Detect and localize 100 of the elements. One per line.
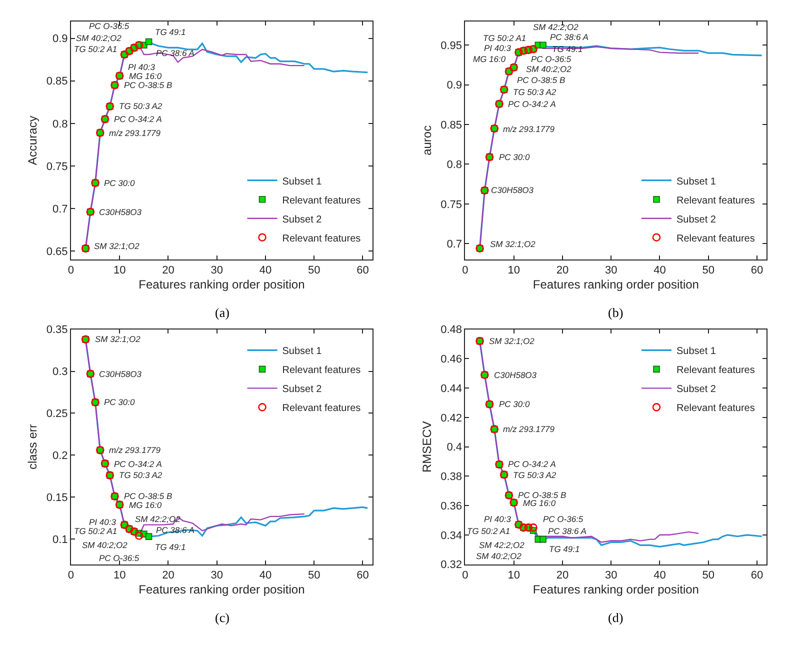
annotation: PC O-36:5 [89,21,130,31]
x-tick-label: 10 [113,569,126,582]
x-tick-label: 60 [750,569,764,582]
y-axis-title: Accuracy [26,116,40,166]
annotation: PI 40:3 [484,514,512,524]
annotation: C30H58O3 [99,207,142,217]
annotation: TG 49:1 [155,542,186,552]
annotation: MG 16:0 [129,500,162,510]
y-tick-label: 0.36 [440,500,462,512]
annotation: SM 40:2;O2 [526,64,572,74]
annotation: SM 32:1;O2 [489,336,535,346]
annotation: PC O-36:5 [99,553,140,563]
legend-label: Subset 1 [676,176,716,188]
annotation: SM 42:2;O2 [479,540,525,550]
x-tick-label: 50 [308,264,320,277]
x-tick-label: 30 [604,264,618,277]
y-axis-title: class err [26,424,40,470]
x-tick-label: 0 [462,264,468,277]
legend-label: Relevant features [282,403,361,414]
annotation: SM 40:2;O2 [476,551,522,561]
annotation: PC O-34:2 A [114,459,162,469]
x-tick-label: 50 [702,264,714,277]
x-tick-label: 0 [68,569,74,582]
annotation: PC O-36:5 [543,514,584,524]
annotation: TG 49:1 [155,27,186,37]
annotation: SM 42:2;O2 [533,22,579,32]
x-tick-label: 30 [210,569,223,582]
y-tick-label: 0.42 [440,412,462,424]
legend-label: Relevant features [676,233,755,244]
y-tick-label: 0.32 [440,559,462,572]
annotation: PC O-34:2 A [114,114,162,124]
legend-label: Subset 1 [676,346,716,358]
y-tick-label: 0.85 [46,76,68,88]
x-tick-label: 30 [210,264,223,277]
x-tick-label: 10 [508,264,520,277]
annotation: m/z 293.1779 [503,424,555,434]
text: (c) [215,610,230,625]
annotation: MG 16:0 [523,498,556,508]
text: (b) [608,305,624,320]
x-tick-label: 20 [162,264,174,277]
annotation: PI 40:3 [89,517,116,527]
y-tick-label: 0.95 [440,40,462,52]
legend-label: Relevant features [282,365,361,376]
annotation: C30H58O3 [99,369,142,379]
annotation: C30H58O3 [491,185,534,195]
y-tick-label: 0.2 [52,450,68,462]
legend-label: Relevant features [676,195,755,206]
y-tick-label: 0.65 [46,246,68,258]
annotation: PI 40:3 [128,62,156,72]
annotation: PC O-38:5 B [517,75,566,85]
annotation: PC 38:6 A [550,32,589,42]
annotation: PI 40:3 [484,43,512,53]
y-tick-label: 0.7 [52,203,68,216]
annotation: C30H58O3 [494,370,537,380]
x-axis-title: Features ranking order position [138,278,305,292]
annotation: PC O-34:2 A [508,99,556,109]
x-tick-label: 50 [308,569,320,582]
y-tick-label: 0.15 [46,492,68,504]
y-tick-label: 0.75 [440,198,462,211]
x-axis-title: Features ranking order position [138,582,305,596]
x-tick-label: 20 [162,569,174,582]
y-tick-label: 0.38 [440,471,462,484]
x-tick-label: 50 [702,569,714,582]
annotation: TG 50:3 A2 [513,470,556,480]
legend-label: Subset 2 [676,384,716,396]
x-tick-label: 10 [508,569,520,582]
x-tick-label: 40 [259,264,272,277]
annotation: TG 50:3 A2 [119,470,162,480]
y-tick-label: 0.3 [52,366,68,378]
x-tick-label: 60 [356,569,369,582]
legend-label: Subset 1 [282,346,322,358]
y-tick-label: 0.4 [446,442,462,454]
y-tick-label: 0.7 [446,238,462,250]
annotation: m/z 293.1779 [109,445,161,455]
y-tick-label: 0.25 [46,408,68,420]
y-tick-label: 0.1 [52,534,68,546]
annotation: PC 30:0 [499,399,530,409]
annotation: PC 30:0 [104,397,135,407]
x-tick-label: 40 [259,569,272,582]
y-tick-label: 0.35 [46,324,68,336]
annotation: PC 30:0 [499,152,530,162]
y-tick-label: 0.8 [446,159,462,172]
text: (d) [608,610,624,625]
x-axis-title: Features ranking order position [532,582,699,596]
x-tick-label: 60 [356,264,369,277]
annotation: SM 32:1;O2 [95,334,141,344]
y-axis-title: RMSECV [420,421,434,472]
x-tick-label: 0 [462,569,468,582]
annotation: SM 40:2;O2 [82,540,128,550]
annotation: MG 16:0 [473,54,506,64]
legend-label: Subset 2 [282,214,322,226]
y-tick-label: 0.46 [440,354,462,366]
annotation: PC 38:6 A [548,526,587,536]
y-tick-label: 0.85 [440,119,462,132]
legend-label: Relevant features [676,365,755,376]
y-tick-label: 0.48 [440,324,462,336]
y-tick-label: 0.9 [446,80,462,92]
annotation: TG 50:2 A1 [483,33,526,43]
x-tick-label: 10 [113,264,126,277]
x-tick-label: 30 [604,569,618,582]
